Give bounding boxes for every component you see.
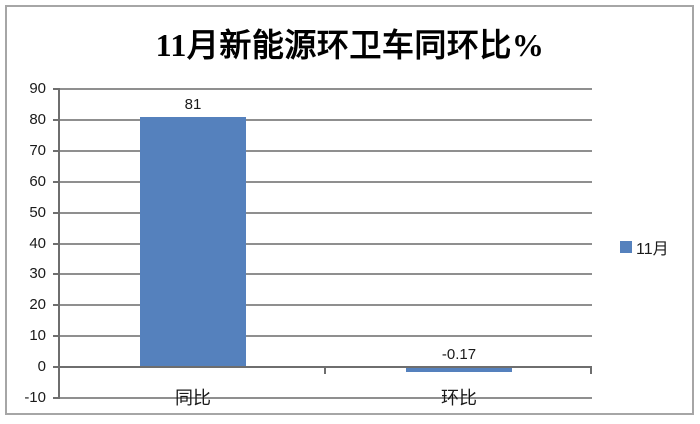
y-axis-tick — [53, 88, 60, 90]
y-axis-tick — [53, 180, 60, 183]
y-axis-line — [58, 88, 60, 399]
gridline — [60, 180, 592, 183]
gridline — [60, 242, 592, 245]
chart-frame-border — [5, 5, 694, 415]
category-axis-line — [60, 366, 592, 369]
y-axis-tick — [53, 242, 60, 245]
gridline — [60, 397, 592, 399]
bar-value-label: 81 — [184, 95, 202, 113]
y-axis-tick — [53, 211, 60, 214]
y-axis-tick-label: 80 — [29, 110, 46, 128]
category-label: 同比 — [175, 388, 211, 408]
gridline — [60, 273, 592, 276]
y-axis-tick-label: 10 — [29, 327, 46, 345]
y-axis-tick-label: 50 — [29, 203, 46, 221]
y-axis-tick-label: 60 — [29, 172, 46, 190]
y-axis-tick-label: 70 — [29, 141, 46, 159]
gridline — [60, 149, 592, 152]
legend-swatch — [620, 241, 632, 253]
bar-value-label: -0.17 — [441, 346, 477, 364]
y-axis-tick-label: 30 — [29, 265, 46, 283]
y-axis-tick-label: 0 — [37, 358, 46, 376]
legend: 11月 — [620, 235, 669, 259]
y-axis-tick — [53, 335, 60, 338]
gridline — [60, 335, 592, 338]
y-axis-tick — [53, 118, 60, 121]
legend-label: 11月 — [636, 241, 669, 258]
gridline — [60, 211, 592, 214]
gridline — [60, 118, 592, 121]
gridline — [60, 88, 592, 90]
y-axis-tick — [53, 304, 60, 307]
gridline — [60, 304, 592, 307]
y-axis-tick-label: 20 — [29, 296, 46, 314]
bar — [140, 116, 246, 368]
category-axis-tick — [590, 366, 592, 375]
y-axis-tick-label: -10 — [24, 389, 46, 406]
y-axis-tick — [53, 149, 60, 152]
y-axis-tick-label: 90 — [29, 80, 46, 97]
bar — [406, 368, 512, 373]
category-axis-tick — [324, 366, 326, 375]
y-axis-tick-label: 40 — [29, 234, 46, 252]
category-label: 环比 — [441, 388, 477, 408]
y-axis-tick — [53, 273, 60, 276]
y-axis-tick — [53, 397, 60, 399]
y-axis-tick — [53, 366, 60, 369]
chart-title: 11月新能源环卫车同环比% — [155, 27, 545, 63]
